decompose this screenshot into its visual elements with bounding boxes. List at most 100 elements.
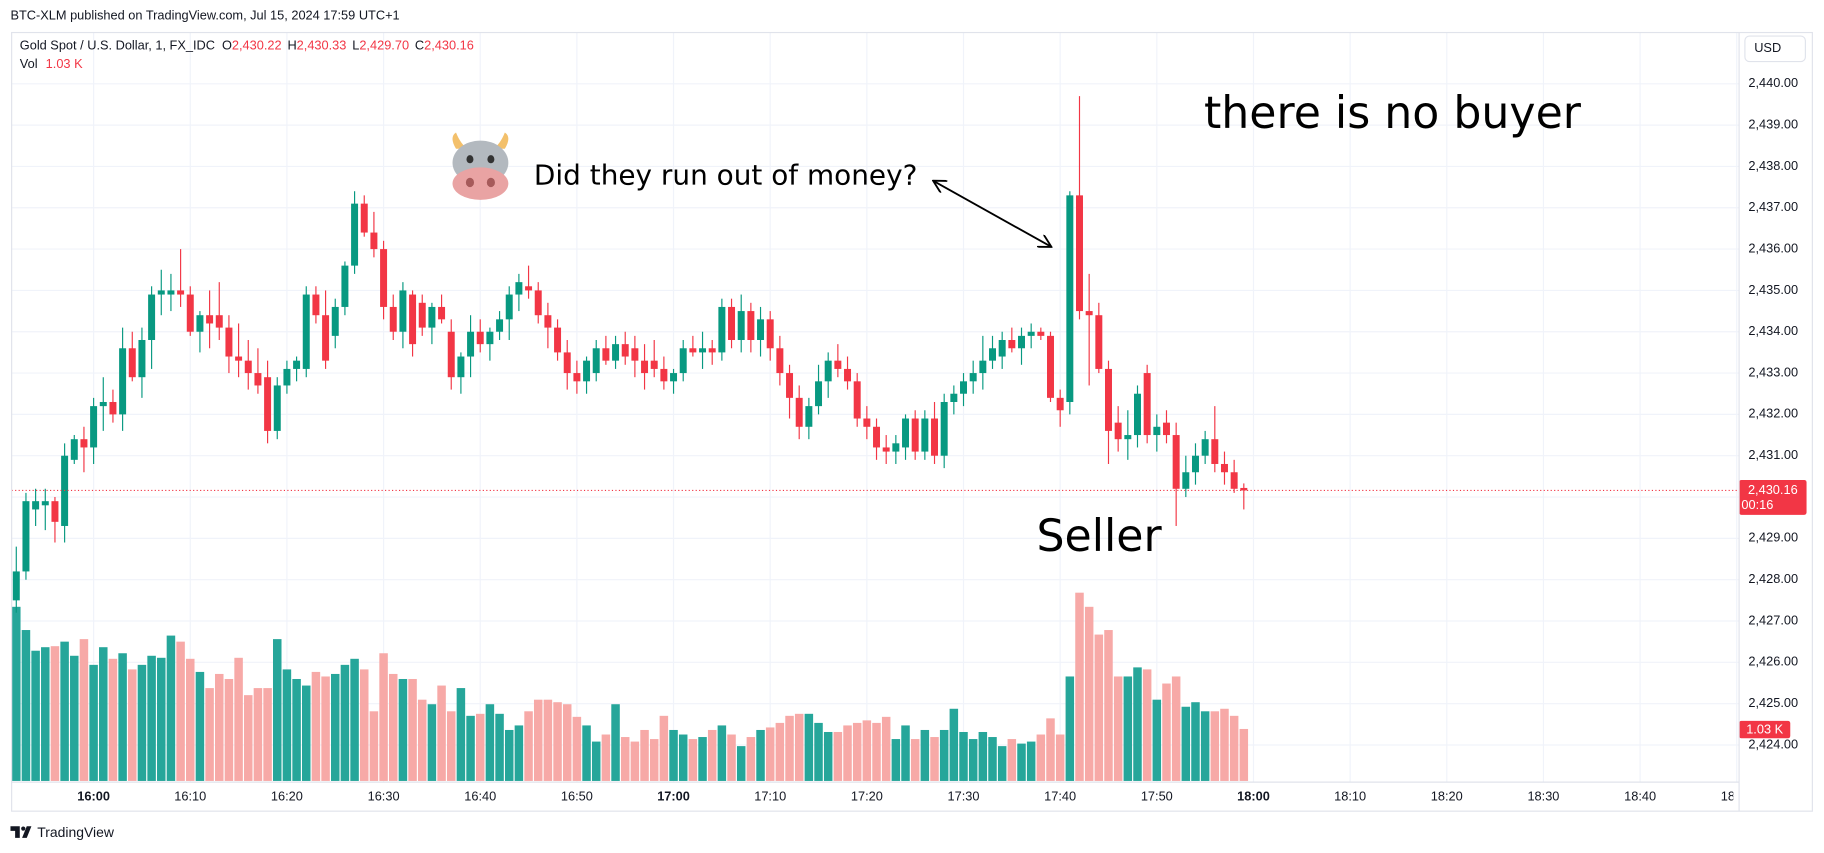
- volume-bar: [398, 678, 408, 781]
- candle-body: [989, 348, 996, 361]
- candle-body: [1008, 340, 1016, 349]
- candle-body: [573, 373, 581, 382]
- volume-bar: [1113, 676, 1123, 781]
- candle-body: [979, 360, 987, 374]
- volume-bar: [707, 729, 717, 781]
- volume-bar: [562, 704, 572, 781]
- candle-body: [1056, 397, 1064, 411]
- candle-body: [128, 348, 136, 378]
- candle-body: [1201, 439, 1209, 456]
- candle-body: [998, 340, 1006, 357]
- volume-bar: [1084, 606, 1094, 781]
- volume-bar: [446, 711, 456, 781]
- candle-body: [805, 406, 813, 427]
- countdown-label: 00:16: [1741, 497, 1773, 512]
- candle-body: [438, 306, 446, 320]
- candle-body: [824, 360, 832, 382]
- x-tick-label: 18:20: [1431, 789, 1463, 804]
- candle-body: [631, 348, 639, 361]
- candle-body: [1105, 368, 1112, 431]
- volume-bar: [1026, 741, 1036, 781]
- volume-bar: [524, 711, 533, 781]
- candle-body: [467, 331, 475, 357]
- candle-body: [882, 447, 890, 452]
- symbol: Gold Spot / U.S. Dollar, 1, FX_IDC: [20, 38, 215, 53]
- candle-body: [1162, 422, 1170, 436]
- volume-bar: [843, 725, 852, 781]
- volume-bar: [959, 731, 968, 781]
- volume-bar: [727, 734, 736, 781]
- candle-body: [360, 203, 368, 233]
- candle-body: [505, 294, 513, 320]
- candle-body: [563, 352, 571, 374]
- volume-bar: [215, 673, 224, 781]
- volume-bar: [340, 664, 350, 781]
- volume-bar: [1152, 699, 1162, 781]
- volume-bar: [244, 695, 253, 781]
- volume-bar: [1104, 630, 1113, 781]
- volume-bar: [775, 722, 785, 781]
- volume-bar: [765, 727, 775, 781]
- x-tick-label: 17:10: [754, 789, 786, 804]
- annotation: there is no buyer: [1204, 88, 1582, 139]
- volume-bar: [949, 708, 959, 781]
- volume-bar: [263, 688, 272, 781]
- candle-body: [51, 501, 59, 522]
- candle-body: [389, 306, 397, 332]
- x-tick-label: 16:50: [561, 789, 593, 804]
- volume-bar: [785, 715, 794, 781]
- candle-body: [283, 368, 291, 386]
- volume-legend: Vol 1.03 K: [20, 56, 83, 71]
- volume-bar: [794, 713, 804, 781]
- x-tick-label: 17:50: [1141, 789, 1173, 804]
- currency-button[interactable]: USD: [1744, 35, 1806, 63]
- y-tick-label: 2,428.00: [1748, 571, 1798, 586]
- volume-bar: [930, 737, 939, 781]
- volume-bar: [1065, 676, 1075, 781]
- volume-bar: [321, 676, 330, 781]
- volume-bar: [678, 734, 688, 781]
- volume-bar: [417, 699, 427, 781]
- currency-label[interactable]: USD: [1754, 40, 1781, 55]
- y-tick-label: 2,435.00: [1748, 282, 1798, 297]
- volume-bar: [70, 655, 79, 781]
- x-tick-label: 17:00: [657, 789, 690, 804]
- legend: Gold Spot / U.S. Dollar, 1, FX_IDC O2,430…: [20, 38, 474, 53]
- currency-button-box[interactable]: [1744, 35, 1806, 63]
- volume-bar: [369, 711, 379, 781]
- volume-bar: [881, 716, 891, 781]
- cow-emoji: [452, 132, 509, 200]
- volume-bar: [1046, 718, 1055, 781]
- volume-bar: [591, 741, 601, 781]
- candle-body: [699, 348, 707, 353]
- candle-body: [670, 373, 678, 382]
- candle-body: [534, 290, 542, 316]
- candle-body: [776, 348, 784, 374]
- ohlc-key: O: [222, 38, 232, 53]
- candle-body: [32, 501, 40, 510]
- volume-bar: [50, 646, 60, 781]
- volume-bar: [21, 630, 31, 781]
- volume-bar: [968, 739, 978, 781]
- chart-frame: [11, 31, 1813, 812]
- volume-bar: [31, 650, 40, 781]
- candle-body: [1134, 393, 1141, 436]
- volume-bar: [1142, 669, 1152, 781]
- candle-body: [225, 327, 233, 357]
- y-tick-label: 2,438.00: [1748, 158, 1798, 173]
- candle-body: [1085, 311, 1093, 316]
- candle-body: [1114, 422, 1122, 440]
- volume-key: Vol: [20, 56, 38, 71]
- volume-bar: [379, 653, 388, 781]
- candle-body: [399, 290, 407, 332]
- volume-bar: [630, 741, 640, 781]
- volume-bar: [1229, 715, 1239, 781]
- candle-body: [650, 360, 658, 369]
- volume-bar: [12, 606, 21, 781]
- volume-bar: [1191, 702, 1200, 781]
- candle-body: [931, 418, 939, 456]
- volume-bar: [862, 720, 872, 781]
- candle-body: [679, 348, 687, 374]
- x-tick-label: 17:20: [851, 789, 883, 804]
- candle-body: [99, 401, 107, 407]
